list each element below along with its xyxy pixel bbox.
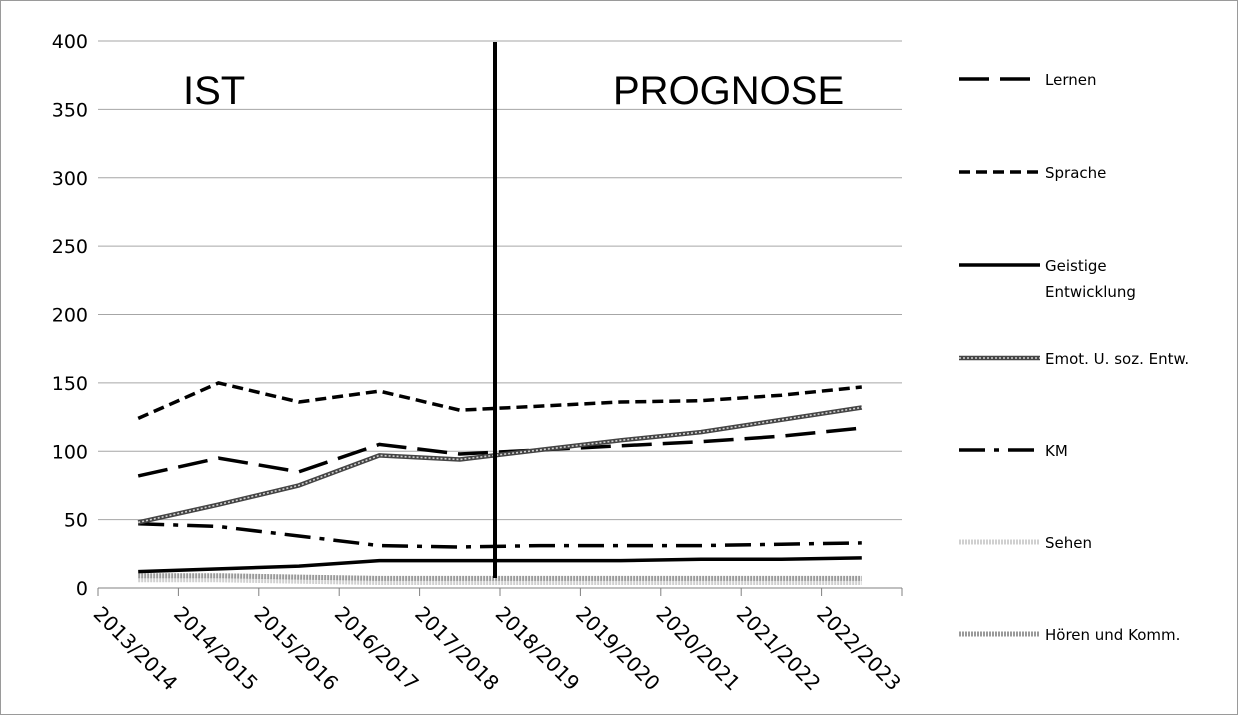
legend-item: Lernen [959,71,1096,89]
legend-item: Sprache [959,164,1106,182]
series-line [137,426,862,478]
legend-item: Hören und Komm. [959,626,1180,644]
legend-label: Sehen [1045,534,1092,552]
x-tick-label: 2019/2020 [571,602,665,696]
series-lernen [137,426,862,478]
legend-item: Emot. U. soz. Entw. [959,350,1189,368]
x-tick-label: 2016/2017 [330,602,424,696]
y-tick-label: 300 [52,168,88,190]
series-sehen [138,577,862,585]
series-geistige-entwicklung [138,556,862,574]
y-tick-label: 150 [52,373,88,395]
legend: Lernen Sprache Geistige Entwicklung Emot. U.… [959,71,1189,644]
legend-label: Emot. U. soz. Entw. [1045,350,1189,368]
legend-label: Hören und Komm. [1045,626,1180,644]
legend-label: KM [1045,442,1068,460]
legend-item: Geistige Entwicklung [959,257,1136,301]
x-tick-label: 2020/2021 [651,602,745,696]
legend-item: KM [959,442,1068,460]
legend-item: Sehen [959,534,1092,552]
legend-label: Entwicklung [1045,283,1136,301]
series-line [138,556,862,574]
legend-label: Lernen [1045,71,1096,89]
prognose-label: PROGNOSE [613,69,844,113]
y-tick-label: 100 [52,441,88,463]
x-tick-label: 2013/2014 [89,602,183,696]
x-tick-label: 2021/2022 [732,602,826,696]
y-tick-label: 350 [52,99,88,121]
series-line [137,381,862,421]
gridlines [98,40,902,521]
ist-label: IST [183,69,245,113]
series-emot-u-soz-entw [137,405,863,525]
series-sprache [137,381,862,421]
series-line [138,573,862,581]
y-tick-label: 50 [64,510,88,532]
series-line [138,521,862,549]
series-lines [137,381,863,585]
y-tick-label: 0 [76,578,88,600]
x-tick-label: 2017/2018 [410,602,504,696]
x-tick-label: 2022/2023 [812,602,906,696]
series-h-ren-und-komm [138,573,862,581]
y-tick-label: 250 [52,236,88,258]
x-tick-label: 2014/2015 [169,602,263,696]
series-line [138,577,862,585]
legend-label: Sprache [1045,164,1106,182]
axes: 0 50 100 150 200 250 300 350 400 2013/20142014/20… [52,31,906,695]
series-line [137,405,863,525]
y-tick-label: 200 [52,305,88,327]
x-tick-label: 2018/2019 [491,602,585,696]
x-tick-label: 2015/2016 [249,602,343,696]
series-km [138,521,862,549]
legend-label: Geistige [1045,257,1107,275]
y-tick-label: 400 [52,31,88,53]
